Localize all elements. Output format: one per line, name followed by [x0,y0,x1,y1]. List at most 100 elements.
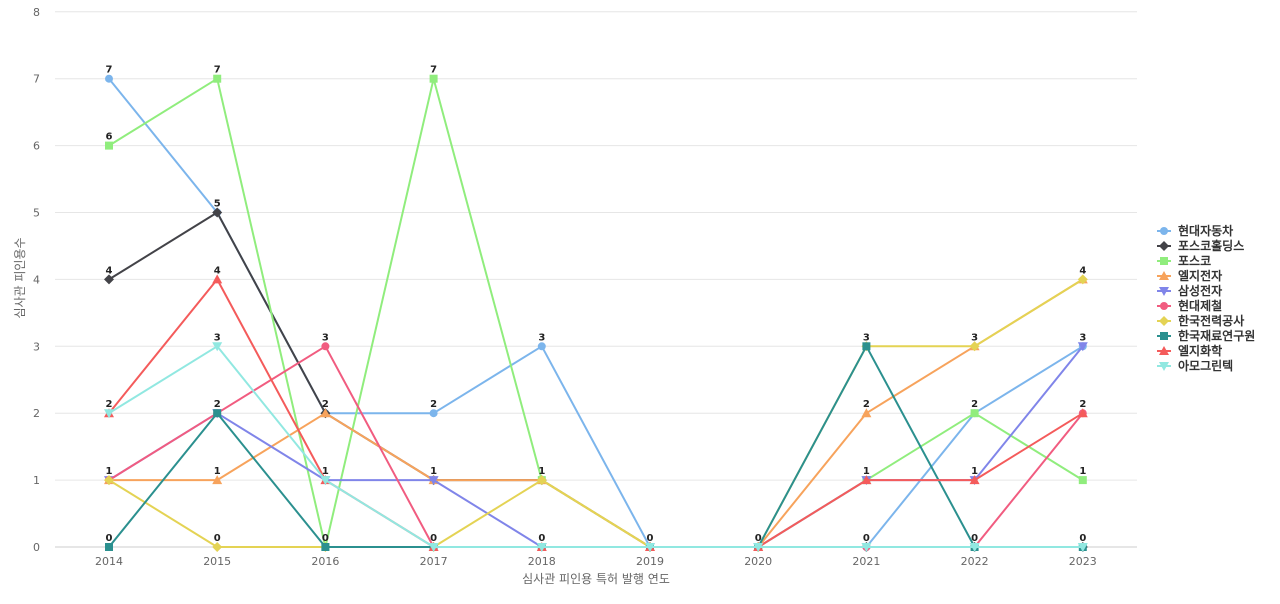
data-point [212,475,223,485]
data-point [536,475,547,486]
x-tick-label: 2021 [852,555,880,568]
data-point [213,74,222,83]
legend-item[interactable]: 현대자동차 [1157,223,1233,238]
legend-label: 아모그린텍 [1178,358,1233,373]
data-label: 1 [863,466,870,477]
y-tick-label: 5 [33,207,40,220]
data-label: 4 [1079,265,1086,276]
y-tick-label: 6 [33,140,40,153]
legend-label: 현대자동차 [1178,223,1233,238]
legend-label: 엘지전자 [1178,268,1222,283]
data-point [862,342,871,351]
legend[interactable]: 현대자동차포스코홀딩스포스코엘지전자삼성전자현대제철한국전력공사한국재료연구원엘… [1157,223,1255,373]
legend-marker [1160,227,1168,235]
legend-marker [1159,346,1169,355]
data-point [969,543,980,552]
data-point [105,141,113,150]
legend-item[interactable]: 삼성전자 [1157,283,1222,298]
legend-label: 포스코홀딩스 [1178,238,1244,253]
data-label: 3 [971,332,978,343]
y-tick-label: 0 [33,541,40,554]
x-tick-label: 2019 [636,555,664,568]
data-point [320,476,331,486]
data-point [429,409,438,418]
data-label: 0 [1079,533,1086,544]
data-label: 2 [430,399,437,410]
data-point [861,408,872,418]
data-point [105,74,113,83]
data-label: 0 [430,533,437,544]
data-point [537,342,546,351]
y-tick-label: 3 [33,340,40,353]
data-point [645,543,655,552]
data-label: 7 [106,65,113,76]
x-tick-label: 2023 [1069,555,1097,568]
x-tick-label: 2016 [311,555,339,568]
data-point [1078,476,1087,485]
legend-item[interactable]: 포스코홀딩스 [1157,238,1244,253]
data-label: 4 [214,265,221,276]
data-label: 0 [106,533,113,544]
legend-item[interactable]: 아모그린텍 [1157,358,1233,373]
data-point [1077,408,1088,418]
legend-item[interactable]: 한국재료연구원 [1157,328,1255,343]
legend-marker [1160,332,1168,340]
series-line [108,345,1083,548]
legend-item[interactable]: 엘지화학 [1157,343,1222,358]
legend-marker [1159,287,1169,296]
data-point [213,409,222,418]
data-point [212,542,223,552]
data-label: 2 [106,399,113,410]
legend-item[interactable]: 엘지전자 [1157,268,1222,283]
data-label: 1 [1079,466,1086,477]
legend-marker [1159,271,1169,280]
data-label: 0 [322,533,329,544]
legend-label: 한국전력공사 [1178,313,1244,328]
data-point [428,543,439,552]
data-label: 1 [971,466,978,477]
data-point [429,74,438,83]
legend-item[interactable]: 한국전력공사 [1157,313,1244,328]
series-2 [104,207,1088,552]
data-label: 0 [214,533,221,544]
legend-marker [1159,241,1169,251]
x-tick-label: 2020 [744,555,772,568]
series-line [108,211,1083,548]
y-tick-label: 1 [33,474,40,487]
data-point [536,543,547,552]
data-point [321,543,330,551]
data-label: 7 [214,65,221,76]
data-point [753,543,764,552]
legend-label: 삼성전자 [1178,283,1222,298]
data-label: 2 [1079,399,1086,410]
legend-label: 한국재료연구원 [1178,328,1255,343]
data-label: 2 [322,399,329,410]
data-point [1077,274,1088,285]
x-tick-label: 2022 [961,555,989,568]
y-tick-labels: 0 1 2 3 4 5 6 7 8 [33,6,40,554]
legend-item[interactable]: 포스코 [1157,254,1211,268]
y-tick-label: 2 [33,407,40,420]
series-10 [104,342,1088,552]
data-label: 5 [214,199,221,210]
data-point [104,409,114,419]
data-point [104,274,114,285]
x-tick-label: 2018 [528,555,556,568]
legend-item[interactable]: 현대제철 [1157,298,1222,313]
data-label: 2 [863,399,870,410]
data-label: 3 [538,332,545,343]
data-point [321,342,330,351]
data-label: 1 [430,466,437,477]
data-label: 7 [430,65,437,76]
data-point [212,342,223,352]
data-point [970,409,979,418]
data-label: 1 [214,466,221,477]
x-tick-label: 2017 [420,555,448,568]
x-axis-title: 심사관 피인용 특허 발행 연도 [522,571,670,586]
y-tick-label: 8 [33,6,40,19]
data-point [105,543,113,551]
x-tick-labels: 2014 2015 2016 2017 2018 2019 2020 2021 2022 2023 [95,555,1097,568]
data-point [969,341,980,352]
data-point [320,408,331,418]
